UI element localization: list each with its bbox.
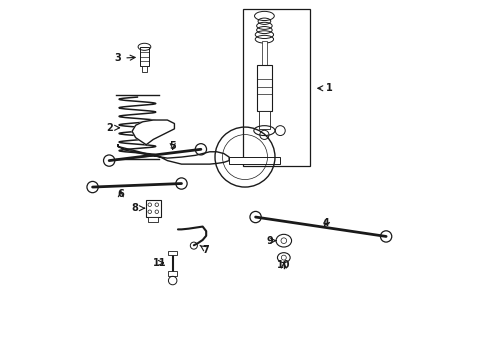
Bar — [142, 66, 147, 72]
Text: 7: 7 — [200, 244, 210, 255]
Text: 2: 2 — [106, 123, 120, 133]
Text: 11: 11 — [153, 258, 167, 268]
Text: 3: 3 — [115, 53, 135, 63]
Polygon shape — [132, 120, 174, 145]
Bar — [146, 200, 161, 217]
Bar — [169, 271, 177, 276]
Bar — [148, 217, 158, 222]
Bar — [140, 47, 149, 66]
Bar — [169, 251, 177, 256]
Polygon shape — [118, 145, 229, 164]
Bar — [243, 9, 310, 166]
Text: 4: 4 — [323, 218, 329, 228]
Bar — [229, 157, 280, 164]
Bar — [259, 111, 270, 129]
Text: 6: 6 — [118, 189, 124, 199]
Text: 1: 1 — [318, 83, 333, 93]
Text: 9: 9 — [267, 236, 276, 246]
Text: 8: 8 — [131, 203, 145, 213]
Text: 10: 10 — [277, 260, 291, 270]
Text: 5: 5 — [170, 141, 176, 152]
Bar — [257, 66, 272, 111]
Bar — [262, 41, 267, 66]
